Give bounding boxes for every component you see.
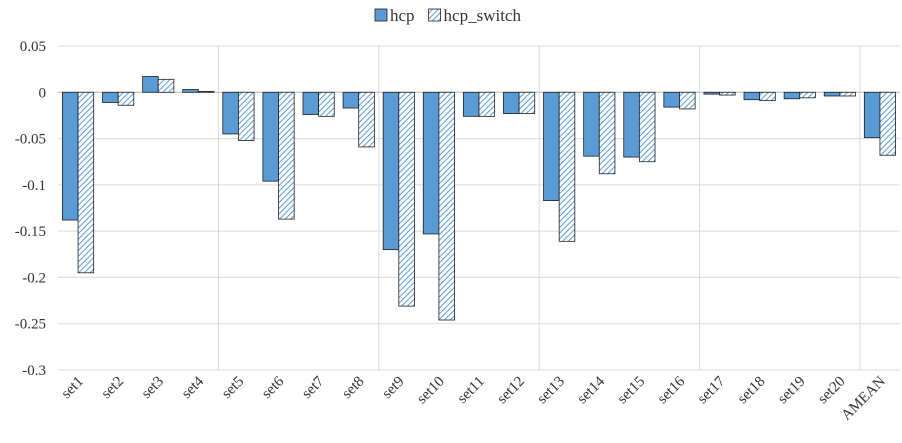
legend-label: hcp_switch xyxy=(444,6,522,25)
bar xyxy=(623,91,640,158)
y-tick-label: -0.05 xyxy=(15,132,46,148)
bar xyxy=(222,91,239,135)
bar xyxy=(799,91,816,99)
bar xyxy=(342,91,360,109)
x-tick-label: set13 xyxy=(534,374,568,408)
bar xyxy=(638,91,656,163)
bar xyxy=(679,91,696,110)
bar xyxy=(382,91,400,251)
x-tick-label: set15 xyxy=(615,374,649,408)
x-tick-label: set8 xyxy=(339,374,367,402)
bar xyxy=(142,76,159,93)
bar xyxy=(703,91,720,95)
bar xyxy=(518,91,536,114)
bar xyxy=(238,91,255,141)
bar xyxy=(783,91,801,100)
bar xyxy=(743,91,761,101)
bar xyxy=(879,91,896,156)
x-tick-label: set5 xyxy=(219,374,247,402)
bar xyxy=(719,91,736,96)
y-tick-label: 0 xyxy=(39,85,47,101)
x-tick-label: set9 xyxy=(379,374,407,402)
bar xyxy=(182,89,199,93)
x-tick-label: set16 xyxy=(655,373,689,407)
x-tick-label: set20 xyxy=(815,374,849,408)
y-tick-label: -0.1 xyxy=(22,178,46,194)
x-tick-label: set14 xyxy=(574,373,608,407)
x-tick-label: set2 xyxy=(99,374,127,402)
y-tick-label: -0.15 xyxy=(15,224,46,240)
x-tick-label: set19 xyxy=(775,374,809,408)
x-tick-label: set1 xyxy=(58,374,86,402)
x-tick-label: set6 xyxy=(259,373,288,402)
bar xyxy=(478,91,496,117)
bar xyxy=(839,91,856,97)
bar xyxy=(503,91,520,114)
bar xyxy=(558,91,576,242)
bar xyxy=(157,78,175,93)
bar xyxy=(462,91,480,117)
x-tick-label: AMEAN xyxy=(839,373,889,423)
bar xyxy=(77,91,95,274)
bar xyxy=(262,91,279,182)
bar xyxy=(422,91,440,235)
x-tick-label: set11 xyxy=(455,374,488,407)
bar xyxy=(543,91,560,201)
bar xyxy=(278,91,295,220)
y-tick-label: 0.05 xyxy=(20,39,46,55)
legend-label: hcp xyxy=(390,6,415,25)
bar xyxy=(197,90,215,93)
bar xyxy=(117,91,135,106)
legend-swatch xyxy=(428,8,441,22)
x-tick-label: set10 xyxy=(414,374,448,408)
x-tick-label: set3 xyxy=(139,374,167,402)
bar xyxy=(598,91,616,175)
bar xyxy=(358,91,375,148)
bar xyxy=(863,91,881,139)
bar xyxy=(302,91,320,115)
x-tick-label: set18 xyxy=(735,374,769,408)
y-tick-label: -0.2 xyxy=(22,270,46,286)
legend-swatch xyxy=(374,8,388,22)
bar xyxy=(823,91,841,97)
y-tick-label: -0.25 xyxy=(15,317,46,333)
bar xyxy=(318,91,335,117)
bar xyxy=(663,91,680,108)
bar xyxy=(438,91,455,321)
bar xyxy=(583,91,600,157)
x-tick-label: set7 xyxy=(299,373,328,402)
bar xyxy=(62,91,79,221)
bar xyxy=(398,91,415,307)
bar xyxy=(759,91,776,102)
x-tick-label: set12 xyxy=(494,374,528,408)
bar xyxy=(102,91,119,103)
x-tick-label: set17 xyxy=(695,373,729,407)
y-tick-label: -0.3 xyxy=(22,363,46,379)
x-tick-label: set4 xyxy=(179,373,208,402)
